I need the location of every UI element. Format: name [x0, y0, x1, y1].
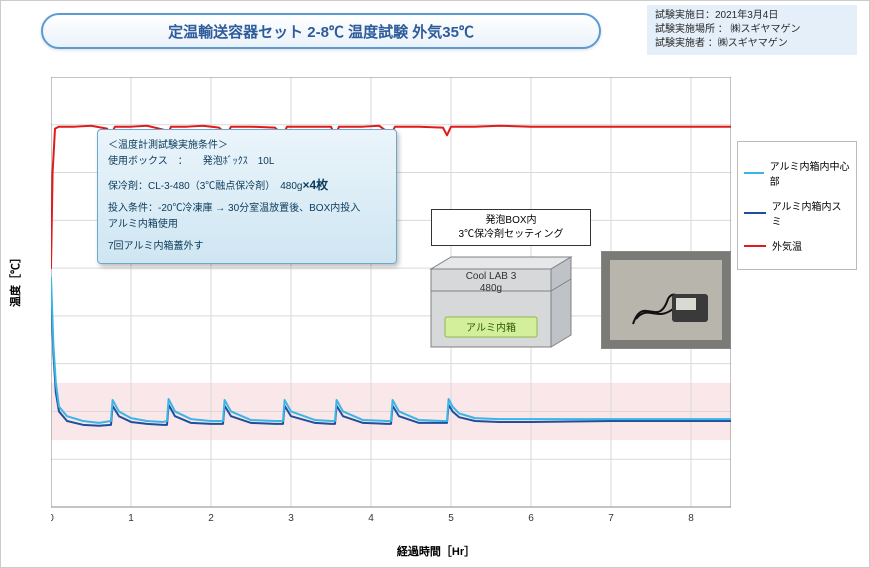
x-axis-label: 経過時間［Hr］	[1, 543, 870, 559]
svg-text:Cool LAB 3: Cool LAB 3	[466, 271, 517, 282]
meta-date: 試験実施日：2021年3月4日	[655, 9, 849, 23]
photo-device-screen	[676, 298, 696, 310]
coolant-bold: ×4枚	[303, 178, 329, 192]
svg-text:480g: 480g	[480, 283, 502, 294]
legend-label: アルミ内箱内スミ	[772, 198, 850, 228]
conditions-box: ＜温度計測試験実施条件＞ 使用ボックス ： 発泡ﾎﾞｯｸｽ 10L 保冷剤：CL…	[97, 129, 397, 264]
page-title: 定温輸送容器セット 2-8℃ 温度試験 外気35℃	[41, 13, 601, 49]
meta-place: 試験実施場所 ： ㈱スギヤマゲン	[655, 23, 849, 37]
photo-caption-l2: 3℃保冷剤セッティング	[438, 228, 584, 242]
conditions-inject: 投入条件：-20℃冷凍庫 → 30分室温放置後、BOX内投入 アルミ内箱使用	[108, 201, 386, 233]
coolant-prefix: 保冷剤：CL-3-480（3℃融点保冷剤） 480g	[108, 181, 303, 192]
box-diagram: アルミ内箱 Cool LAB 3480g	[401, 251, 591, 361]
svg-text:2: 2	[208, 513, 214, 524]
svg-text:5: 5	[448, 513, 454, 524]
legend-label: 外気温	[772, 238, 802, 253]
meta-person: 試験実施者 ：㈱スギヤマゲン	[655, 37, 849, 51]
conditions-coolant: 保冷剤：CL-3-480（3℃融点保冷剤） 480g×4枚	[108, 176, 386, 195]
y-axis-label: 温度［℃］	[7, 252, 23, 307]
legend-label: アルミ内箱内中心部	[770, 158, 850, 188]
photo-device-icon	[672, 294, 708, 322]
svg-text:0: 0	[51, 513, 54, 524]
photo-caption: 発泡BOX内 3℃保冷剤セッティング	[431, 209, 591, 246]
photo-inner	[610, 260, 722, 340]
conditions-lid: 7回アルミ内箱蓋外す	[108, 239, 386, 255]
legend: アルミ内箱内中心部 アルミ内箱内スミ 外気温	[737, 141, 857, 270]
conditions-box-line: 使用ボックス ： 発泡ﾎﾞｯｸｽ 10L	[108, 154, 386, 170]
photo-caption-l1: 発泡BOX内	[438, 214, 584, 228]
legend-item: 外気温	[744, 238, 850, 253]
svg-text:7: 7	[608, 513, 614, 524]
legend-item: アルミ内箱内中心部	[744, 158, 850, 188]
svg-text:アルミ内箱: アルミ内箱	[466, 321, 516, 334]
conditions-title: ＜温度計測試験実施条件＞	[108, 138, 386, 154]
legend-item: アルミ内箱内スミ	[744, 198, 850, 228]
legend-swatch	[744, 172, 764, 174]
svg-text:4: 4	[368, 513, 374, 524]
svg-text:3: 3	[288, 513, 294, 524]
svg-text:1: 1	[128, 513, 134, 524]
legend-swatch	[744, 212, 766, 214]
test-meta: 試験実施日：2021年3月4日 試験実施場所 ： ㈱スギヤマゲン 試験実施者 ：…	[647, 5, 857, 55]
legend-swatch	[744, 245, 766, 247]
setup-photo	[601, 251, 731, 349]
title-text: 定温輸送容器セット 2-8℃ 温度試験 外気35℃	[168, 21, 474, 42]
svg-text:8: 8	[688, 513, 694, 524]
svg-text:6: 6	[528, 513, 534, 524]
